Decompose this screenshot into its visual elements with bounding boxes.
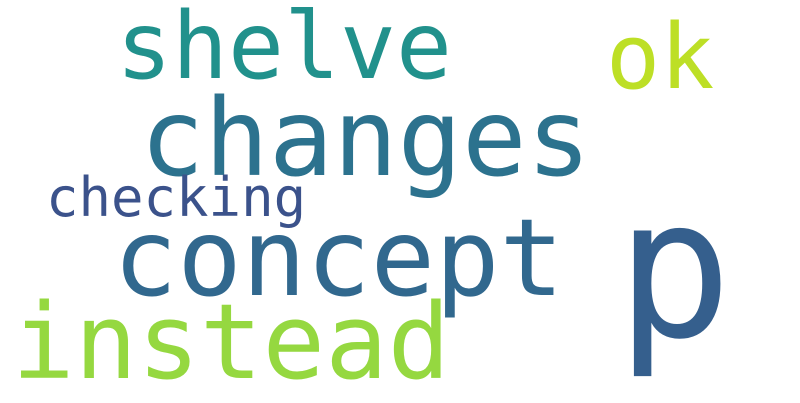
word-shelve: shelve	[116, 0, 452, 100]
word-concept: concept	[113, 197, 564, 321]
word-ok: ok	[606, 5, 715, 110]
word-p: p	[616, 157, 733, 382]
word-instead: instead	[12, 281, 451, 403]
word-changes: changes	[140, 77, 591, 201]
word-checking: checking	[46, 166, 307, 229]
